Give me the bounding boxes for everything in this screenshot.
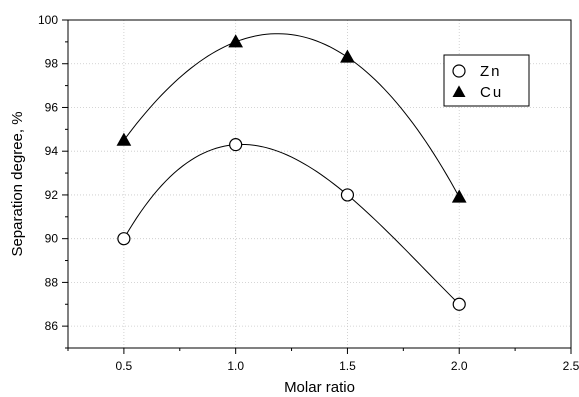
- y-tick-label: 92: [45, 188, 59, 202]
- y-tick-label: 100: [38, 13, 58, 27]
- legend-box: [443, 54, 530, 107]
- fitted-curves: [123, 33, 460, 305]
- zn-data-point: [340, 188, 355, 202]
- x-tick-label: 0.5: [116, 359, 133, 373]
- y-tick-label: 94: [45, 144, 59, 158]
- legend-label-zn: Zn: [480, 63, 502, 80]
- x-tick-label: 1.5: [339, 359, 356, 373]
- cu-fit-curve: [123, 33, 460, 198]
- cu-data-point: [228, 34, 244, 48]
- y-axis-title: Separation degree, %: [9, 111, 26, 256]
- y-tick-label: 88: [45, 275, 59, 289]
- cu-data-point: [116, 132, 132, 146]
- zn-data-point: [452, 297, 466, 311]
- y-tick-label: 96: [45, 100, 59, 114]
- legend-marker-cu: [452, 85, 466, 97]
- x-axis-title: Molar ratio: [284, 379, 355, 396]
- y-tick-label: 86: [45, 319, 59, 333]
- zn-fit-curve: [123, 143, 460, 305]
- ticks: 0.5 1.0 1.5 2.0 2.5 86 88 90 92 94 96 98 100: [38, 13, 579, 373]
- zn-data-point: [229, 138, 243, 152]
- legend-label-cu: Cu: [480, 84, 503, 101]
- legend-marker-zn: [452, 64, 466, 78]
- cu-data-point: [340, 49, 355, 63]
- x-tick-label: 2.5: [563, 359, 579, 373]
- zn-data-point: [117, 232, 131, 246]
- cu-data-point: [451, 189, 467, 203]
- data-markers: [116, 34, 467, 311]
- x-tick-label: 1.0: [227, 359, 244, 373]
- x-tick-label: 2.0: [451, 359, 468, 373]
- legend: Zn Cu: [443, 54, 530, 107]
- y-tick-label: 90: [45, 232, 59, 246]
- y-tick-label: 98: [45, 57, 59, 71]
- plot-frame: [67, 19, 572, 349]
